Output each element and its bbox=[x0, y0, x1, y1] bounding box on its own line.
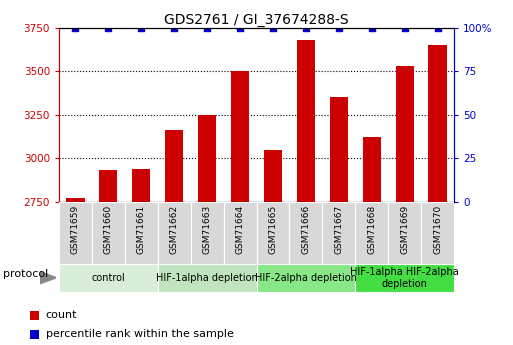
Bar bbox=[388, 202, 421, 264]
Bar bbox=[158, 202, 191, 264]
Text: GSM71666: GSM71666 bbox=[301, 205, 310, 254]
Text: control: control bbox=[91, 273, 125, 283]
Text: HIF-2alpha depletion: HIF-2alpha depletion bbox=[255, 273, 357, 283]
Text: GSM71661: GSM71661 bbox=[137, 205, 146, 254]
Text: GSM71660: GSM71660 bbox=[104, 205, 113, 254]
Bar bbox=[165, 130, 183, 202]
Bar bbox=[256, 264, 355, 292]
Bar bbox=[59, 264, 158, 292]
Bar bbox=[355, 202, 388, 264]
Point bbox=[104, 25, 112, 30]
Point bbox=[236, 25, 244, 30]
Point bbox=[433, 25, 442, 30]
Bar bbox=[100, 170, 117, 202]
Point bbox=[71, 25, 80, 30]
Text: HIF-1alpha HIF-2alpha
depletion: HIF-1alpha HIF-2alpha depletion bbox=[350, 267, 459, 288]
Point bbox=[334, 25, 343, 30]
Point bbox=[170, 25, 179, 30]
Bar bbox=[322, 202, 355, 264]
Bar bbox=[330, 97, 348, 202]
Text: GSM71668: GSM71668 bbox=[367, 205, 376, 254]
Bar bbox=[198, 115, 216, 202]
Bar bbox=[59, 202, 92, 264]
Point bbox=[302, 25, 310, 30]
Title: GDS2761 / GI_37674288-S: GDS2761 / GI_37674288-S bbox=[164, 12, 349, 27]
Bar bbox=[421, 202, 454, 264]
Bar bbox=[396, 66, 413, 202]
Text: GSM71669: GSM71669 bbox=[400, 205, 409, 254]
Bar bbox=[289, 202, 322, 264]
Polygon shape bbox=[40, 272, 56, 284]
Bar bbox=[125, 202, 158, 264]
Bar bbox=[158, 264, 256, 292]
Bar bbox=[231, 71, 249, 202]
Text: GSM71664: GSM71664 bbox=[235, 205, 245, 254]
Point bbox=[203, 25, 211, 30]
Text: GSM71667: GSM71667 bbox=[334, 205, 343, 254]
Bar bbox=[256, 202, 289, 264]
Point bbox=[368, 25, 376, 30]
Text: GSM71665: GSM71665 bbox=[268, 205, 278, 254]
Text: GSM71662: GSM71662 bbox=[170, 205, 179, 254]
Bar bbox=[428, 45, 447, 202]
Bar bbox=[30, 330, 38, 339]
Bar bbox=[363, 137, 381, 202]
Bar bbox=[191, 202, 224, 264]
Point bbox=[401, 25, 409, 30]
Bar bbox=[224, 202, 256, 264]
Bar bbox=[264, 150, 282, 202]
Text: HIF-1alpha depletion: HIF-1alpha depletion bbox=[156, 273, 258, 283]
Text: GSM71670: GSM71670 bbox=[433, 205, 442, 254]
Bar bbox=[92, 202, 125, 264]
Text: GSM71663: GSM71663 bbox=[203, 205, 212, 254]
Text: protocol: protocol bbox=[3, 269, 48, 279]
Bar bbox=[297, 40, 315, 202]
Bar bbox=[66, 198, 85, 202]
Text: GSM71659: GSM71659 bbox=[71, 205, 80, 254]
Bar bbox=[132, 169, 150, 202]
Bar bbox=[355, 264, 454, 292]
Bar bbox=[30, 311, 38, 320]
Point bbox=[269, 25, 277, 30]
Text: count: count bbox=[46, 310, 77, 319]
Text: percentile rank within the sample: percentile rank within the sample bbox=[46, 329, 233, 339]
Point bbox=[137, 25, 145, 30]
